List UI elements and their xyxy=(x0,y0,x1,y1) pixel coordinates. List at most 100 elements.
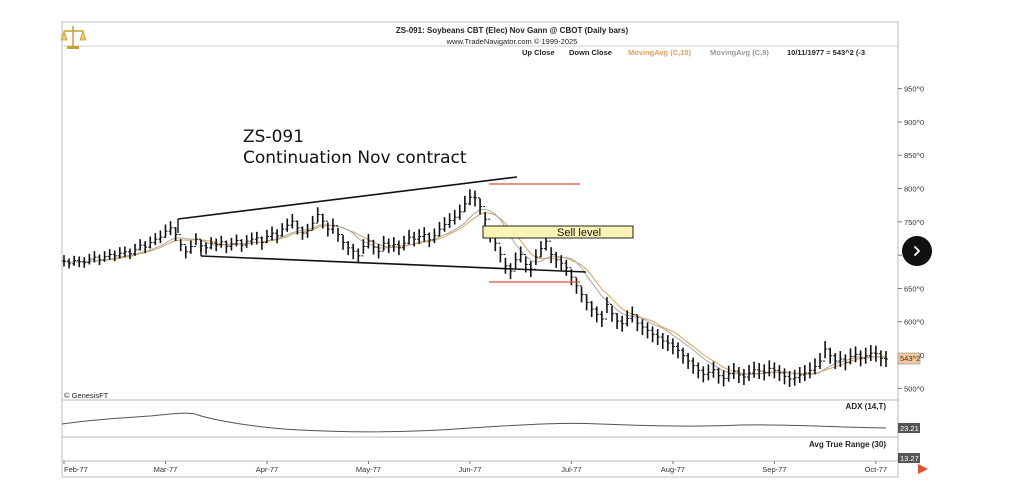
price-bar xyxy=(391,237,396,252)
price-bar xyxy=(270,226,275,241)
price-bar xyxy=(143,241,148,254)
y-tick-label: 600^0 xyxy=(904,318,924,327)
price-bar xyxy=(244,235,249,248)
price-bar xyxy=(229,237,234,251)
copyright-label: © GenesisFT xyxy=(64,391,109,400)
price-bar xyxy=(670,338,675,355)
price-bar xyxy=(802,365,807,382)
y-tick-label: 750^0 xyxy=(904,218,924,227)
price-bar xyxy=(660,333,665,350)
adx-line xyxy=(61,412,887,433)
price-bar xyxy=(777,365,782,382)
price-bar xyxy=(594,306,599,323)
price-bar xyxy=(772,362,777,379)
upper-trendline xyxy=(177,176,518,220)
price-bar xyxy=(457,204,462,220)
price-bar xyxy=(681,347,686,364)
x-tick-label: Apr-77 xyxy=(256,465,279,474)
price-bar xyxy=(356,248,361,264)
price-bar xyxy=(315,207,320,224)
price-bar xyxy=(635,313,640,332)
price-bar xyxy=(467,189,472,206)
scales-logo-icon xyxy=(60,26,87,49)
price-bar xyxy=(513,252,518,272)
price-bar xyxy=(336,225,340,242)
price-bar xyxy=(615,313,620,330)
price-bar xyxy=(701,366,706,383)
legend-ma10: MovingAvg (C,10) xyxy=(628,48,692,57)
price-bar xyxy=(381,235,386,252)
price-bar xyxy=(117,247,122,259)
price-bar xyxy=(280,223,285,237)
price-bar xyxy=(645,322,650,339)
price-bar xyxy=(87,253,92,265)
price-bar xyxy=(214,238,219,252)
price-bar xyxy=(452,209,457,225)
atr-value-box xyxy=(898,453,920,463)
price-bar xyxy=(361,239,366,257)
price-bar xyxy=(330,218,335,234)
price-bar xyxy=(77,256,82,268)
annotation-line2: Continuation Nov contract xyxy=(243,148,467,168)
chart-subtitle: www.TradeNavigator.com © 1999-2025 xyxy=(446,37,578,46)
price-bar xyxy=(868,345,873,362)
price-bar xyxy=(858,350,863,367)
price-bar xyxy=(163,224,168,238)
price-bar xyxy=(721,370,726,387)
price-bar xyxy=(422,227,427,242)
adx-label: ADX (14,T) xyxy=(846,402,887,411)
price-bar xyxy=(341,233,346,250)
price-bar xyxy=(122,246,127,258)
legend-readout: 10/11/1977 = 543^2 (-3 xyxy=(787,48,865,57)
lower-trendline xyxy=(200,255,587,273)
price-bar xyxy=(97,254,102,266)
price-bar xyxy=(711,361,716,378)
price-bar xyxy=(483,206,488,228)
price-bar xyxy=(462,195,467,213)
price-bar xyxy=(696,362,701,379)
price-bar xyxy=(224,240,229,254)
price-bar xyxy=(407,229,412,245)
price-bar xyxy=(366,233,371,249)
x-tick-label: Oct-77 xyxy=(865,465,888,474)
price-bar xyxy=(691,357,696,374)
price-bar xyxy=(300,226,305,240)
x-tick-label: Mar-77 xyxy=(154,465,178,474)
next-chart-button[interactable] xyxy=(902,236,932,266)
y-tick-label: 650^0 xyxy=(904,284,924,293)
price-bar xyxy=(371,239,376,255)
x-tick-label: Sep-77 xyxy=(762,465,786,474)
price-bar xyxy=(589,301,594,318)
price-bar xyxy=(92,251,97,263)
scroll-right-arrow-icon[interactable] xyxy=(918,464,928,474)
y-tick-label: 950^0 xyxy=(904,85,924,94)
price-bar xyxy=(787,371,792,388)
price-bar xyxy=(153,233,158,246)
price-bar xyxy=(731,363,736,380)
last-price-marker: 543^2 xyxy=(897,352,921,365)
price-bar xyxy=(107,249,112,260)
price-bar xyxy=(782,368,787,385)
price-bar xyxy=(610,303,614,322)
price-bar xyxy=(193,233,198,247)
price-bar xyxy=(178,233,183,252)
adx-value-box xyxy=(898,423,920,433)
price-bar xyxy=(320,213,325,229)
price-bar xyxy=(127,248,132,260)
price-bar xyxy=(305,223,310,238)
y-tick-label: 900^0 xyxy=(904,118,924,127)
price-bar xyxy=(138,239,143,251)
price-bar xyxy=(310,215,315,231)
price-bar xyxy=(290,213,295,229)
price-bar xyxy=(762,364,767,381)
price-bar xyxy=(401,235,406,251)
price-bar xyxy=(346,241,351,256)
price-bar xyxy=(295,220,300,235)
price-bar xyxy=(183,243,188,259)
price-bar xyxy=(259,236,264,250)
price-bar xyxy=(843,354,848,371)
price-bar xyxy=(62,255,66,267)
price-bar xyxy=(726,365,731,382)
x-tick-label: Aug-77 xyxy=(661,465,685,474)
price-bar xyxy=(574,276,579,294)
